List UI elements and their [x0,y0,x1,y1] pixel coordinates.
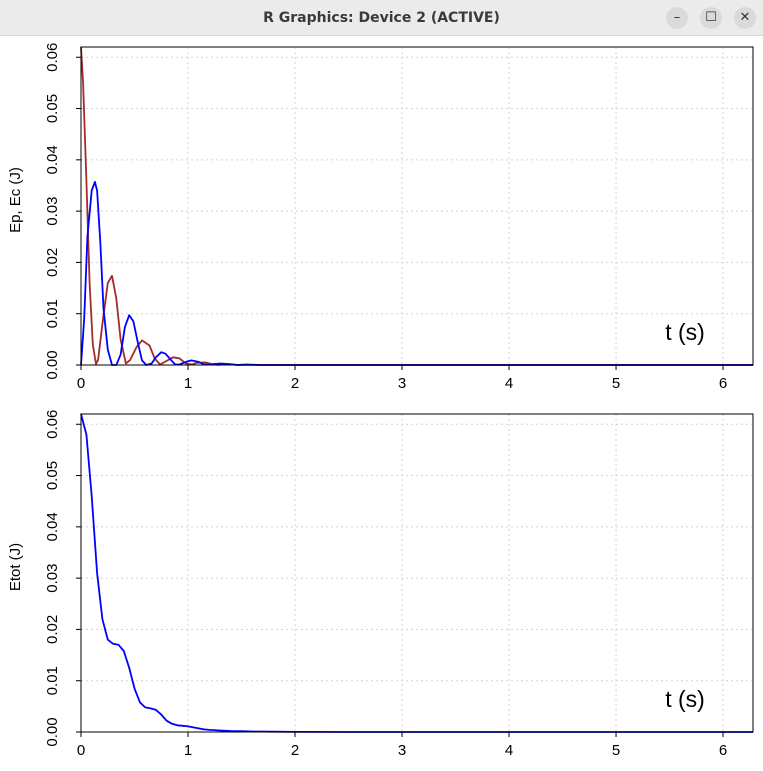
plot-frame [80,413,754,733]
x-tick-label: 3 [398,742,406,759]
x-tick-label: 4 [505,742,513,759]
x-tick-label: 5 [612,742,620,759]
time-annotation: t (s) [665,319,705,345]
y-tick-label: 0.03 [44,564,61,593]
series-line-1 [80,180,753,366]
x-tick-label: 3 [398,375,406,392]
window-title: R Graphics: Device 2 (ACTIVE) [263,10,500,26]
plot-frame [80,46,754,366]
y-tick-label: 0.05 [44,94,61,123]
y-axis-title: Ep, Ec (J) [7,167,24,233]
minimize-icon[interactable]: – [666,7,688,29]
x-tick-label: 2 [291,375,299,392]
y-tick-label: 0.02 [44,248,61,277]
y-tick-label: 0.04 [44,512,61,541]
y-tick-label: 0.01 [44,666,61,695]
series-line-0 [80,46,753,366]
y-tick-label: 0.03 [44,197,61,226]
maximize-icon[interactable]: ☐ [700,7,722,29]
x-tick-label: 4 [505,375,513,392]
y-tick-label: 0.00 [44,350,61,379]
x-tick-label: 0 [77,742,85,759]
window-titlebar[interactable]: R Graphics: Device 2 (ACTIVE) – ☐ ✕ [0,0,763,36]
series-line-0 [80,413,753,733]
y-tick-label: 0.05 [44,461,61,490]
x-tick-label: 2 [291,742,299,759]
total-energy-plot: 0 1 2 3 4 5 6 0.00 0.01 0.02 0.03 0.04 0.05 0.06 Etot … [7,410,754,759]
y-tick-label: 0.06 [44,410,61,439]
x-tick-label: 6 [719,742,727,759]
x-tick-label: 1 [184,742,192,759]
x-tick-label: 5 [612,375,620,392]
r-graphics-device: 0 1 2 3 4 5 6 0.00 0.01 0.02 0.03 0.04 0.05 0.06 Ep, E… [7,43,754,759]
y-tick-label: 0.02 [44,615,61,644]
energy-components-plot: 0 1 2 3 4 5 6 0.00 0.01 0.02 0.03 0.04 0.05 0.06 Ep, E… [7,43,754,392]
x-tick-label: 0 [77,375,85,392]
y-tick-label: 0.00 [44,717,61,746]
x-tick-label: 1 [184,375,192,392]
y-tick-label: 0.06 [44,43,61,72]
time-annotation: t (s) [665,686,705,712]
y-tick-label: 0.04 [44,145,61,174]
close-icon[interactable]: ✕ [734,7,756,29]
x-tick-label: 6 [719,375,727,392]
y-tick-label: 0.01 [44,299,61,328]
y-axis-title: Etot (J) [7,543,24,591]
